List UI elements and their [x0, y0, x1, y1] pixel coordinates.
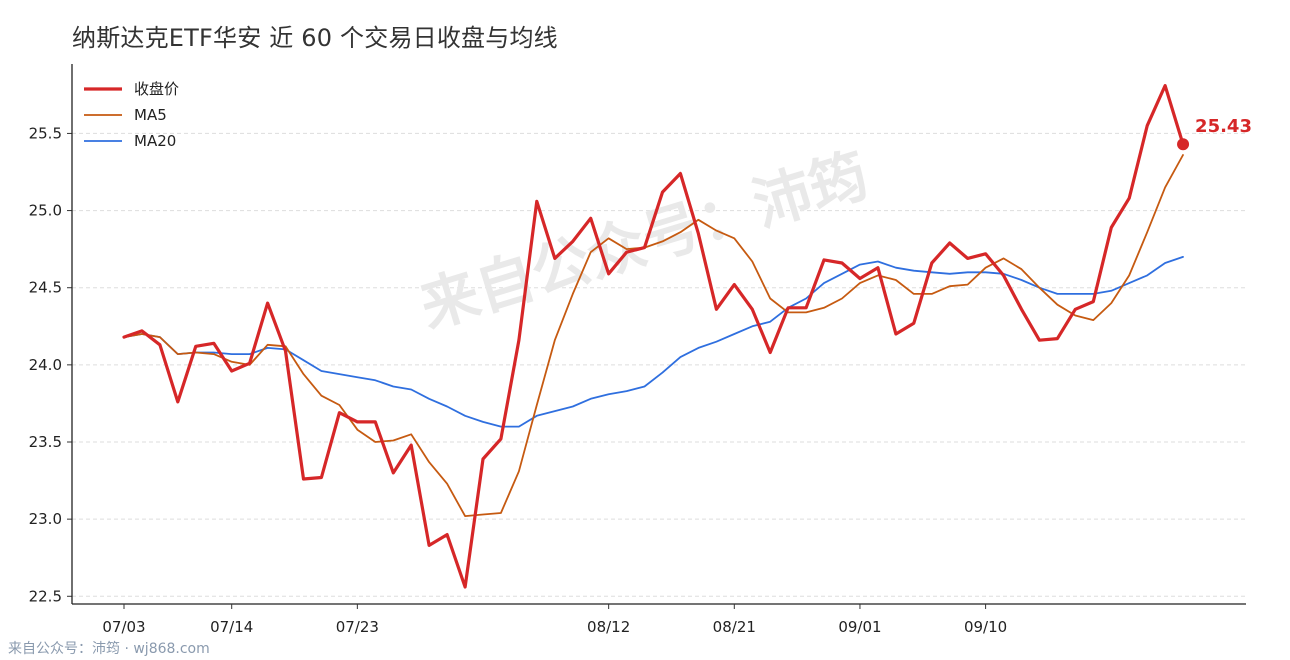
y-tick-label: 25.5 — [29, 124, 62, 142]
legend: 收盘价 MA5 MA20 — [84, 80, 179, 150]
x-tick-label: 08/12 — [587, 618, 630, 636]
legend-label: 收盘价 — [134, 80, 179, 98]
x-tick-label: 07/03 — [102, 618, 145, 636]
series-line-ma5 — [123, 154, 1184, 517]
x-tick-label: 09/01 — [838, 618, 881, 636]
watermark: 来自公众号：沛筠 — [412, 141, 876, 342]
series-line-ma20 — [123, 255, 1184, 428]
x-tick-label: 08/21 — [713, 618, 756, 636]
legend-label: MA20 — [134, 132, 176, 150]
chart-title: 纳斯达克ETF华安 近 60 个交易日收盘与均线 — [72, 24, 558, 52]
footer-source: 来自公众号：沛筠 · wj868.com — [8, 641, 210, 657]
last-close-marker — [1177, 138, 1190, 151]
last-close-label: 25.43 — [1195, 116, 1252, 137]
x-tick-label: 09/10 — [964, 618, 1007, 636]
y-tick-label: 24.5 — [29, 279, 62, 297]
y-tick-label: 23.0 — [29, 510, 62, 528]
series-line-close — [122, 83, 1185, 589]
series-layer: 25.43 — [122, 83, 1252, 589]
y-tick-label: 22.5 — [29, 587, 62, 605]
axes-layer: 22.5 23.0 23.5 24.0 24.5 25.0 25.5 07/03 07/14 07… — [29, 64, 1246, 636]
y-tick-label: 23.5 — [29, 433, 62, 451]
x-tick-label: 07/14 — [210, 618, 253, 636]
y-tick-label: 24.0 — [29, 356, 62, 374]
y-tick-label: 25.0 — [29, 202, 62, 220]
legend-label: MA5 — [134, 106, 167, 124]
x-tick-label: 07/23 — [336, 618, 379, 636]
